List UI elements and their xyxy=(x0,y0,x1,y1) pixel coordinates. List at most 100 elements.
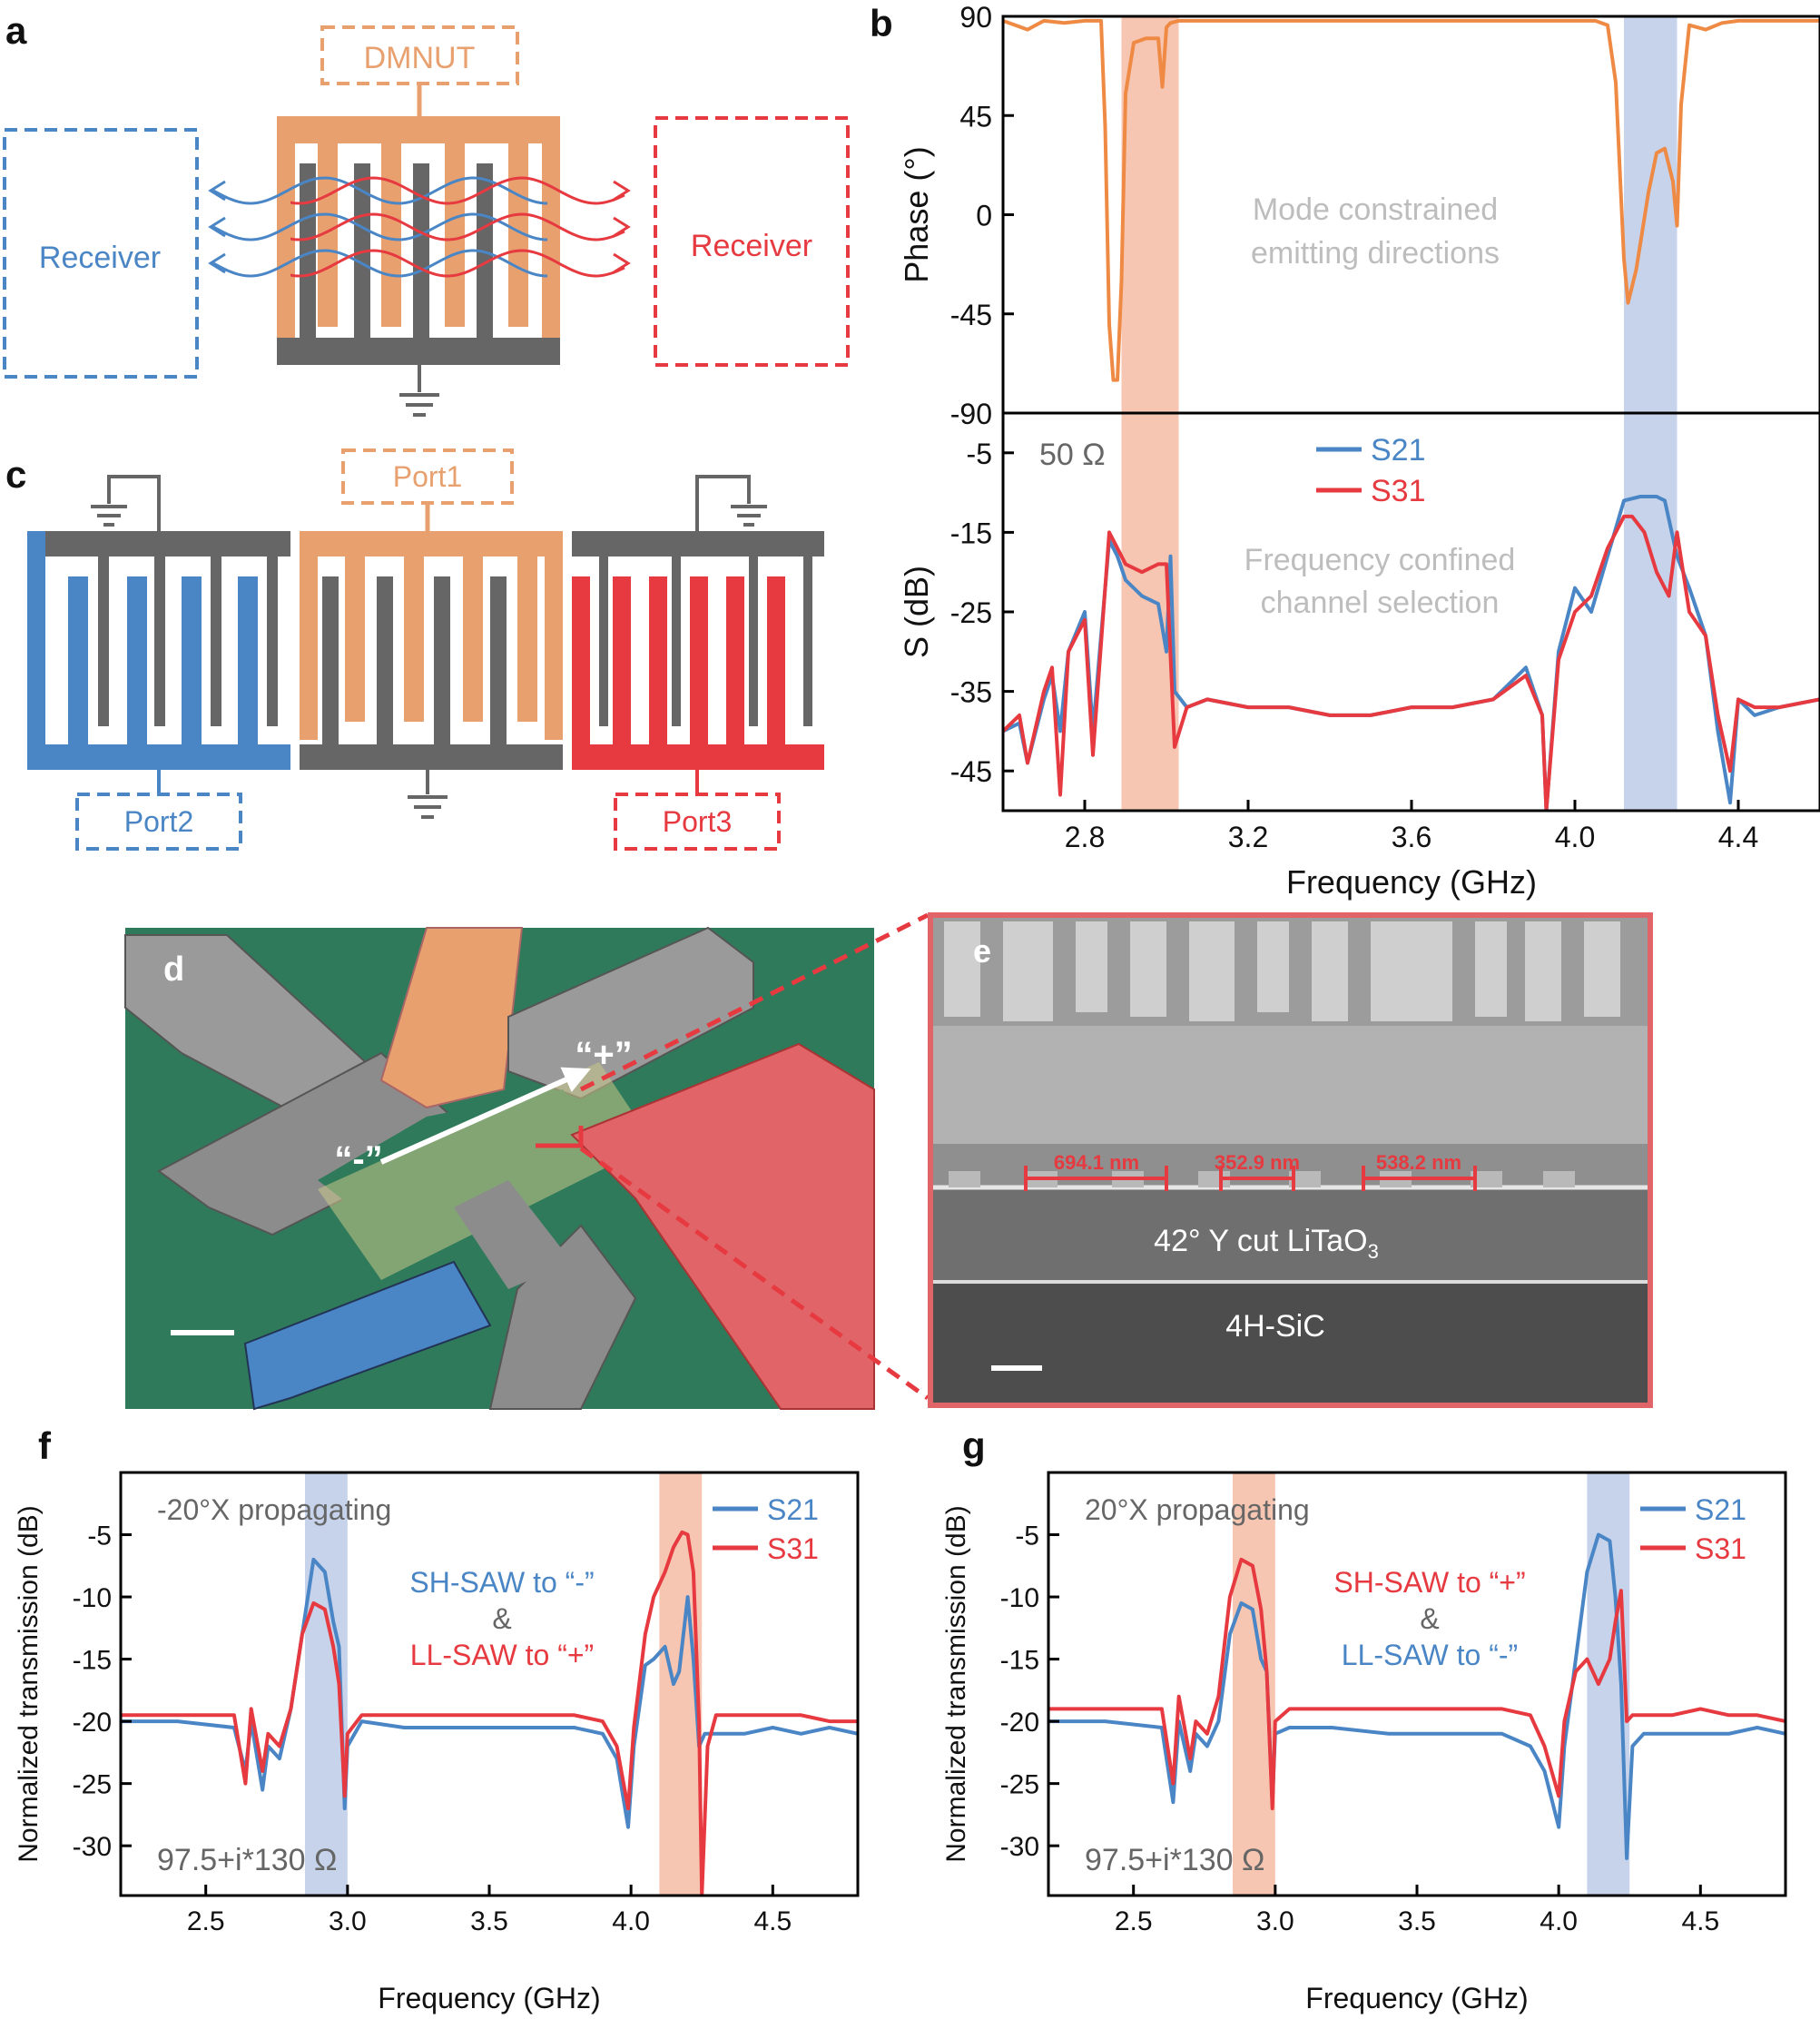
y-tick-label: -15 xyxy=(950,517,992,549)
y-tick-label: -5 xyxy=(1015,1522,1039,1551)
series-line-phase xyxy=(1003,18,1820,382)
series-line-s21 xyxy=(121,1557,858,1829)
x-tick-label: 3.2 xyxy=(1228,821,1268,853)
dimension-markers xyxy=(1024,1166,1477,1191)
panel-label-b: b xyxy=(870,2,893,44)
x-tick-label: 2.8 xyxy=(1065,821,1105,853)
y-tick-label: -5 xyxy=(967,438,992,470)
panel-d-micrograph: d “-” “+” xyxy=(124,912,930,1411)
legend-label: S31 xyxy=(1695,1532,1746,1565)
micrograph-electrodes xyxy=(124,926,875,1411)
mode-annotation: SH-SAW to “-” xyxy=(409,1566,594,1599)
legend-label: S21 xyxy=(1695,1493,1746,1526)
x-tick-label: 4.0 xyxy=(612,1906,650,1936)
zoom-line-top xyxy=(579,912,930,1092)
panel-g-chart: g 20°X propagating 97.5+i*130 Ω SH-SAW to … xyxy=(941,1424,1787,2014)
y-tick-label: -15 xyxy=(1000,1646,1039,1676)
blue-wave-arrowhead xyxy=(208,252,226,274)
red-wave xyxy=(290,249,625,278)
y-tick-label: 90 xyxy=(959,1,992,34)
x-tick-label: 4.5 xyxy=(753,1906,792,1936)
plus-direction-label: “+” xyxy=(575,1035,632,1075)
port3-box xyxy=(614,793,781,851)
mode-annotation: LL-SAW to “+” xyxy=(410,1639,594,1671)
panel-label-c: c xyxy=(5,453,26,496)
y-tick-label: -30 xyxy=(1000,1832,1039,1862)
x-tick-label: 4.0 xyxy=(1555,821,1595,853)
dimension-label-3: 538.2 nm xyxy=(1376,1151,1461,1174)
x-tick-label: 2.5 xyxy=(1115,1906,1153,1936)
y-tick-label: -10 xyxy=(73,1583,112,1613)
s-annotation-line1: Frequency confined xyxy=(1244,543,1516,577)
y-tick-label: -30 xyxy=(73,1832,112,1862)
panel-e-sem: e 694.1 nm 352.9 nm 538.2 nm 42° Y cut L… xyxy=(928,912,1653,1408)
panel-label-e: e xyxy=(973,932,991,970)
phase-annotation-line2: emitting directions xyxy=(1251,236,1500,271)
mode-annotation: & xyxy=(492,1602,511,1635)
y-tick-label: -90 xyxy=(950,398,992,430)
mode-annotation: SH-SAW to “+” xyxy=(1333,1566,1525,1599)
red-wave xyxy=(290,176,625,205)
x-tick-label: 3.5 xyxy=(470,1906,508,1936)
y-axis-label: Normalized transmission (dB) xyxy=(941,1505,971,1862)
x-tick-label: 3.0 xyxy=(329,1906,367,1936)
dmnut-label: DMNUT xyxy=(364,41,476,75)
minus-direction-label: “-” xyxy=(334,1139,382,1179)
x-tick-label: 2.5 xyxy=(187,1906,225,1936)
series-line-s21 xyxy=(1048,1532,1786,1860)
sem-frame xyxy=(928,912,1653,1408)
blue-wave-arrowhead xyxy=(208,216,226,238)
red-wave-arrowhead xyxy=(613,216,631,238)
port2-label: Port2 xyxy=(124,805,193,838)
y-axis-label: Normalized transmission (dB) xyxy=(14,1505,44,1862)
mode-annotation: & xyxy=(1420,1602,1439,1635)
x-tick-label: 4.5 xyxy=(1681,1906,1719,1936)
series-line-s31 xyxy=(1048,1557,1786,1811)
x-tick-label: 3.0 xyxy=(1256,1906,1294,1936)
dimension-label-1: 694.1 nm xyxy=(1054,1151,1139,1174)
highlight-band xyxy=(1587,1472,1630,1896)
zoom-line-bottom xyxy=(579,1146,930,1401)
y-tick-label: -10 xyxy=(1000,1583,1039,1613)
blue-wave xyxy=(212,176,548,205)
layer-label-sic: 4H-SiC xyxy=(1225,1309,1325,1344)
y-tick-label: 45 xyxy=(959,100,992,133)
panel-label-g: g xyxy=(962,1424,986,1467)
tri-port-transducer xyxy=(27,475,824,819)
x-tick-label: 3.5 xyxy=(1398,1906,1436,1936)
receiver-right-label: Receiver xyxy=(691,229,812,263)
y-tick-label: -25 xyxy=(950,596,992,629)
axes-frame xyxy=(119,1471,860,1897)
impedance-note: 50 Ω xyxy=(1039,438,1106,472)
panel-a-schematic: a DMNUT Receiver Receiver xyxy=(3,9,850,417)
red-wave xyxy=(290,212,625,241)
x-axis-label: Frequency (GHz) xyxy=(378,1982,600,2014)
x-tick-label: 3.6 xyxy=(1392,821,1431,853)
impedance-note: 97.5+i*130 Ω xyxy=(1085,1843,1264,1877)
y-tick-label: -5 xyxy=(87,1522,112,1551)
legend-label: S31 xyxy=(1371,474,1426,508)
port2-box xyxy=(75,793,242,851)
panel-f-chart: f -20°X propagating 97.5+i*130 Ω SH-SAW to… xyxy=(14,1424,860,2014)
legend-label: S31 xyxy=(767,1532,819,1565)
x-axis-label: Frequency (GHz) xyxy=(1305,1982,1528,2014)
blue-wave xyxy=(212,249,548,278)
axes-frame xyxy=(1047,1471,1787,1897)
zoom-region-marker xyxy=(536,1126,584,1148)
propagation-note: -20°X propagating xyxy=(157,1493,391,1526)
y-tick-label: -20 xyxy=(73,1708,112,1738)
dimension-label-2: 352.9 nm xyxy=(1215,1151,1300,1174)
panel-label-f: f xyxy=(38,1424,52,1467)
panel-label-a: a xyxy=(5,9,27,52)
dmnut-transducer xyxy=(277,116,560,417)
red-wave-arrowhead xyxy=(613,252,631,274)
impedance-note: 97.5+i*130 Ω xyxy=(157,1843,337,1877)
panel-label-d: d xyxy=(163,950,184,989)
propagation-arrow xyxy=(379,1067,591,1165)
phase-annotation-line1: Mode constrained xyxy=(1253,192,1498,227)
series-line-s31 xyxy=(121,1530,858,1896)
legend-label: S21 xyxy=(1371,433,1426,468)
y-tick-label: -35 xyxy=(950,676,992,709)
y-tick-label: -45 xyxy=(950,755,992,788)
